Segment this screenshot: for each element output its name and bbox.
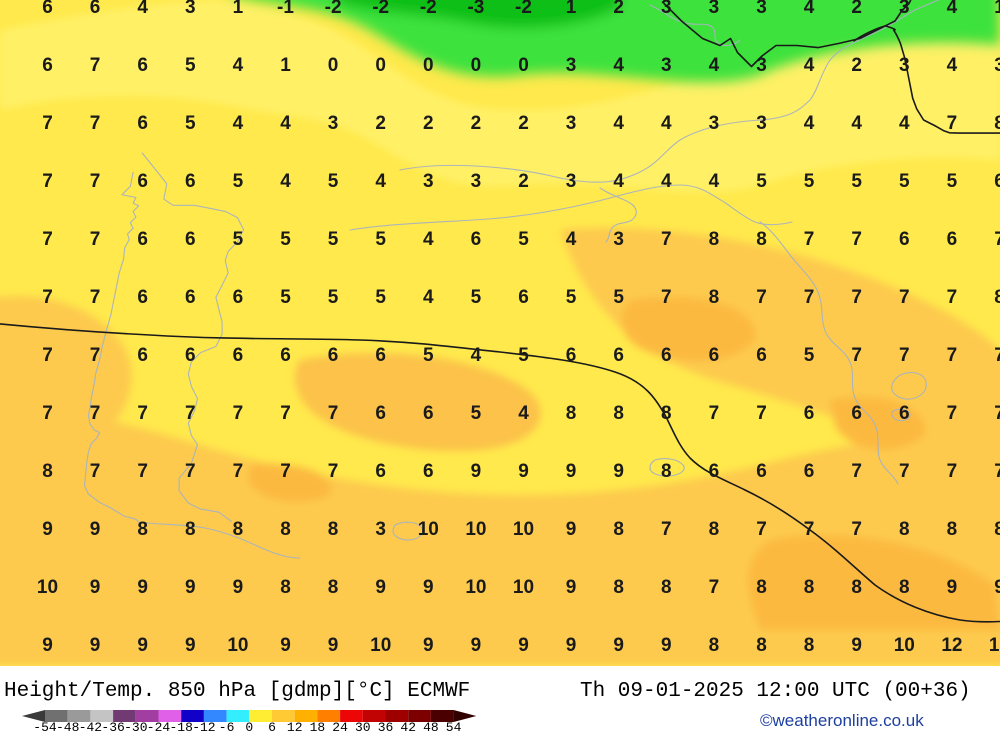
svg-text:-42: -42 bbox=[79, 720, 102, 733]
svg-text:-54: -54 bbox=[33, 720, 57, 733]
svg-text:30: 30 bbox=[355, 720, 371, 733]
svg-text:©weatheronline.co.uk: ©weatheronline.co.uk bbox=[760, 711, 924, 730]
svg-text:-36: -36 bbox=[101, 720, 124, 733]
svg-text:0: 0 bbox=[245, 720, 253, 733]
svg-text:-12: -12 bbox=[192, 720, 215, 733]
svg-text:42: 42 bbox=[400, 720, 416, 733]
svg-text:-30: -30 bbox=[124, 720, 147, 733]
svg-text:Th 09-01-2025 12:00 UTC (00+36: Th 09-01-2025 12:00 UTC (00+36) bbox=[580, 680, 971, 703]
svg-text:Height/Temp. 850 hPa [gdmp][°C: Height/Temp. 850 hPa [gdmp][°C] ECMWF bbox=[4, 680, 470, 703]
svg-text:36: 36 bbox=[378, 720, 394, 733]
svg-text:-6: -6 bbox=[219, 720, 235, 733]
svg-text:18: 18 bbox=[310, 720, 326, 733]
svg-text:6: 6 bbox=[268, 720, 276, 733]
svg-text:-18: -18 bbox=[169, 720, 192, 733]
svg-text:54: 54 bbox=[446, 720, 462, 733]
svg-text:12: 12 bbox=[287, 720, 303, 733]
svg-text:48: 48 bbox=[423, 720, 439, 733]
svg-text:-24: -24 bbox=[147, 720, 171, 733]
svg-text:-48: -48 bbox=[56, 720, 79, 733]
svg-text:24: 24 bbox=[332, 720, 348, 733]
